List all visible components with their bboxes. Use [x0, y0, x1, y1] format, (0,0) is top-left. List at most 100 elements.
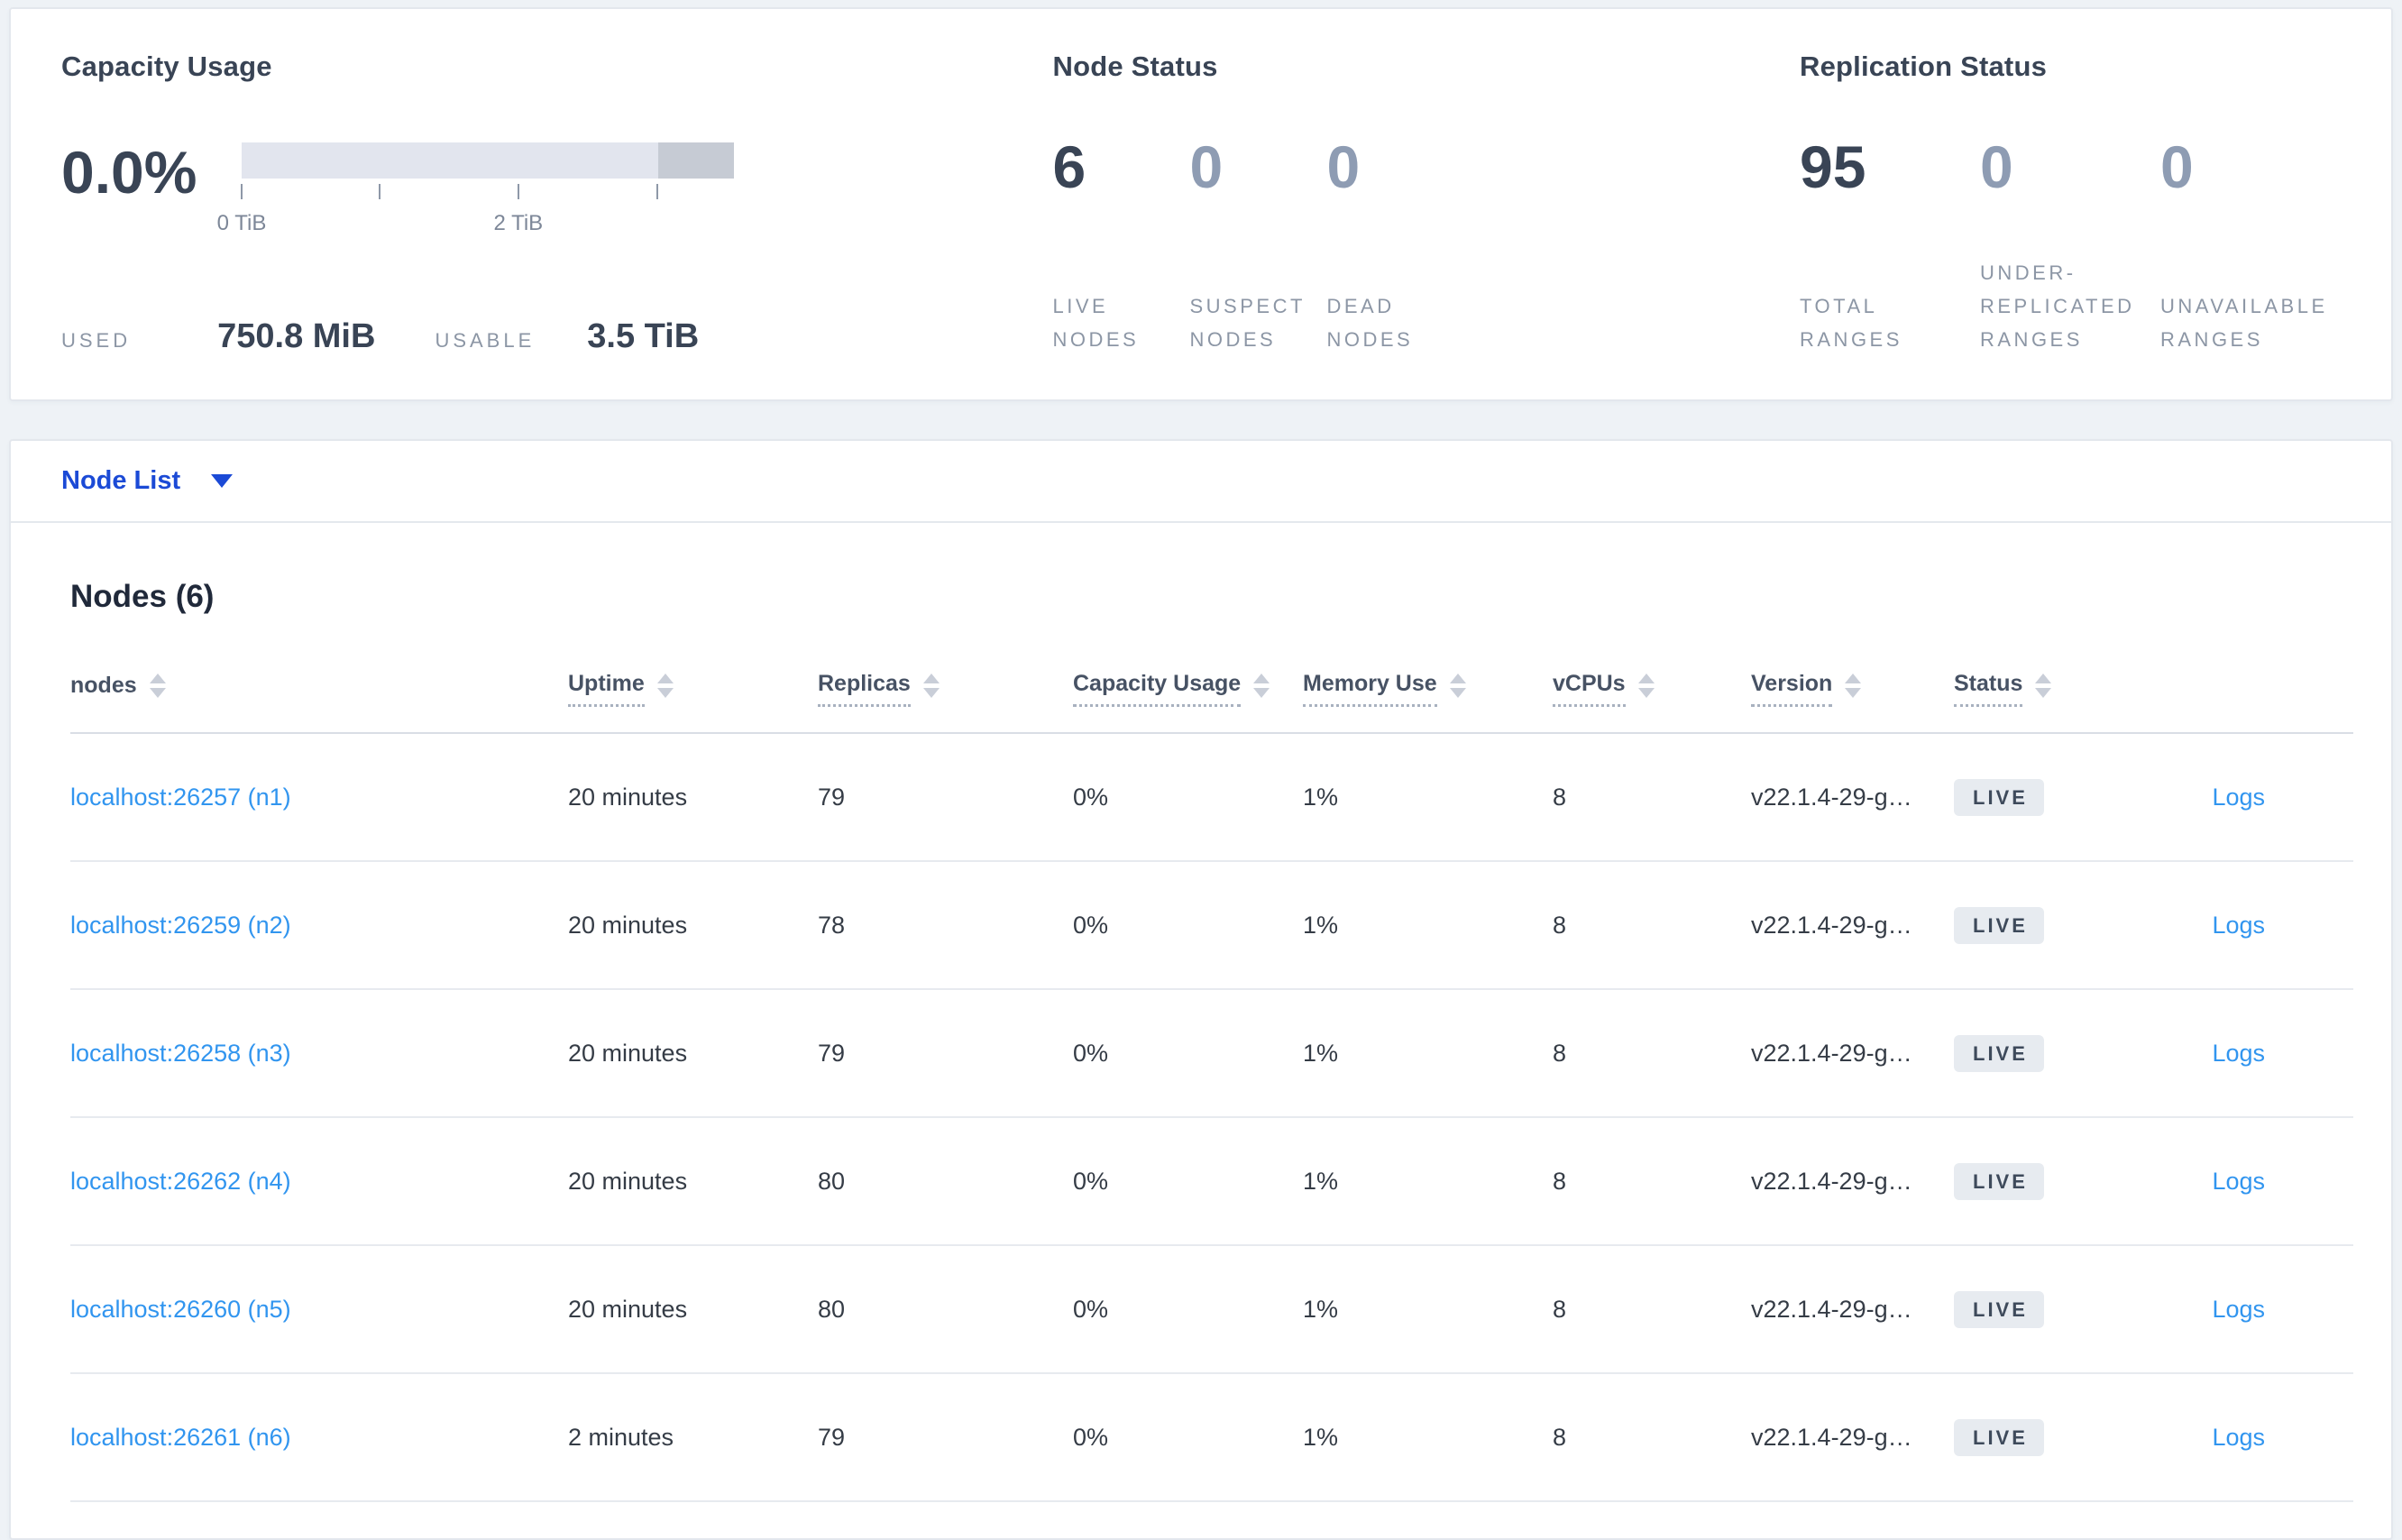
replicas-cell: 79	[818, 989, 1073, 1118]
node-cell: localhost:26257 (n1)	[70, 733, 568, 862]
column-header-status[interactable]: Status	[1954, 628, 2175, 734]
column-header-memory_use[interactable]: Memory Use	[1303, 628, 1553, 734]
replicas-value: 80	[818, 1167, 846, 1195]
replicas-value: 79	[818, 783, 846, 811]
capacity_usage-cell: 0%	[1073, 861, 1303, 990]
usable-label: USABLE	[435, 329, 536, 352]
node-link[interactable]: localhost:26259 (n2)	[70, 911, 291, 939]
capacity-used-percent: 0.0%	[61, 139, 197, 206]
column-label: Version	[1751, 671, 1833, 707]
uptime-cell: 20 minutes	[568, 989, 818, 1118]
nodes-table: nodes Uptime Replicas Capacity Usage Memory …	[70, 628, 2353, 1502]
capacity-bar-track	[242, 142, 734, 179]
total-ranges-value: 95	[1800, 133, 1866, 200]
capacity-axis-tick	[517, 184, 519, 199]
memory_use-value: 1%	[1303, 911, 1339, 939]
sort-icon[interactable]	[149, 673, 166, 698]
logs-link[interactable]: Logs	[2212, 1423, 2265, 1451]
version-cell: v22.1.4-29-g…	[1751, 989, 1954, 1118]
live-nodes-label: LIVE NODES	[1052, 295, 1140, 351]
node-link[interactable]: localhost:26257 (n1)	[70, 783, 291, 811]
sort-icon[interactable]	[922, 673, 940, 698]
capacity-bar-other-segment	[657, 142, 734, 179]
capacity-usage-title: Capacity Usage	[61, 50, 272, 82]
capacity-axis-tick	[379, 184, 381, 199]
table-header-row: nodes Uptime Replicas Capacity Usage Memory …	[70, 628, 2353, 734]
vcpus-value: 8	[1553, 1039, 1567, 1067]
status-badge: LIVE	[1954, 1418, 2044, 1456]
memory_use-cell: 1%	[1303, 989, 1553, 1118]
table-row: localhost:26259 (n2) 20 minutes 78 0% 1% 8 v22…	[70, 861, 2353, 990]
sort-icon[interactable]	[1637, 673, 1655, 698]
sort-icon[interactable]	[2035, 673, 2052, 698]
nodes-table-section: Nodes (6) nodes Uptime Replicas Capacity Us…	[11, 579, 2391, 1538]
total-ranges-stat: 95 TOTAL RANGES	[1800, 133, 1980, 356]
node-link[interactable]: localhost:26258 (n3)	[70, 1039, 291, 1067]
column-header-uptime[interactable]: Uptime	[568, 628, 818, 734]
column-header-replicas[interactable]: Replicas	[818, 628, 1073, 734]
under-replicated-ranges-value: 0	[1980, 133, 2013, 200]
live-nodes-stat: 6 LIVE NODES	[1052, 133, 1189, 356]
used-value: 750.8 MiB	[217, 317, 376, 355]
status-cell: LIVE	[1954, 1117, 2175, 1246]
node-link[interactable]: localhost:26262 (n4)	[70, 1167, 291, 1195]
sort-icon[interactable]	[1253, 673, 1270, 698]
vcpus-value: 8	[1553, 1167, 1567, 1195]
logs-link[interactable]: Logs	[2212, 783, 2265, 811]
capacity_usage-value: 0%	[1073, 783, 1109, 811]
node-link[interactable]: localhost:26260 (n5)	[70, 1295, 291, 1323]
vcpus-cell: 8	[1553, 1373, 1751, 1502]
node-cell: localhost:26258 (n3)	[70, 989, 568, 1118]
total-ranges-label: TOTAL RANGES	[1800, 295, 1902, 351]
sort-icon[interactable]	[1449, 673, 1466, 698]
vcpus-cell: 8	[1553, 989, 1751, 1118]
vcpus-value: 8	[1553, 783, 1567, 811]
suspect-nodes-value: 0	[1189, 133, 1224, 200]
capacity-axis-tick	[241, 184, 243, 199]
column-header-version[interactable]: Version	[1751, 628, 1954, 734]
status-badge: LIVE	[1954, 778, 2044, 816]
column-header-vcpus[interactable]: vCPUs	[1553, 628, 1751, 734]
uptime-cell: 20 minutes	[568, 861, 818, 990]
column-header-node[interactable]: nodes	[70, 628, 568, 734]
status-cell: LIVE	[1954, 861, 2175, 990]
logs-cell: Logs	[2175, 733, 2353, 862]
capacity_usage-value: 0%	[1073, 911, 1109, 939]
sort-icon[interactable]	[656, 673, 674, 698]
replicas-cell: 80	[818, 1245, 1073, 1374]
column-header-capacity_usage[interactable]: Capacity Usage	[1073, 628, 1303, 734]
replicas-cell: 80	[818, 1117, 1073, 1246]
capacity-axis-tick-label: 0 TiB	[216, 211, 267, 235]
uptime-value: 20 minutes	[568, 1167, 688, 1195]
column-label: Status	[1954, 671, 2023, 707]
version-cell: v22.1.4-29-g…	[1751, 861, 1954, 990]
column-header-logs	[2175, 628, 2353, 734]
node-cell: localhost:26262 (n4)	[70, 1117, 568, 1246]
unavailable-ranges-label: UNAVAILABLE RANGES	[2160, 295, 2328, 351]
logs-link[interactable]: Logs	[2212, 911, 2265, 939]
suspect-nodes-label: SUSPECT NODES	[1189, 295, 1306, 351]
node-link[interactable]: localhost:26261 (n6)	[70, 1423, 291, 1451]
version-cell: v22.1.4-29-g…	[1751, 1245, 1954, 1374]
uptime-cell: 20 minutes	[568, 733, 818, 862]
status-badge: LIVE	[1954, 1162, 2044, 1200]
memory_use-value: 1%	[1303, 1039, 1339, 1067]
node-list-dropdown[interactable]: Node List	[61, 466, 234, 496]
usable-value: 3.5 TiB	[587, 317, 700, 355]
vcpus-cell: 8	[1553, 861, 1751, 990]
replication-status-section: Replication Status 95 TOTAL RANGES 0 UND…	[1800, 50, 2341, 356]
replicas-cell: 78	[818, 861, 1073, 990]
node-list-dropdown-label: Node List	[61, 466, 181, 495]
memory_use-value: 1%	[1303, 1167, 1339, 1195]
capacity_usage-cell: 0%	[1073, 1373, 1303, 1502]
logs-link[interactable]: Logs	[2212, 1295, 2265, 1323]
logs-link[interactable]: Logs	[2212, 1039, 2265, 1067]
capacity-axis-tick-label: 2 TiB	[493, 211, 544, 235]
capacity_usage-value: 0%	[1073, 1423, 1109, 1451]
vcpus-value: 8	[1553, 1295, 1567, 1323]
status-cell: LIVE	[1954, 733, 2175, 862]
logs-link[interactable]: Logs	[2212, 1167, 2265, 1195]
sort-icon[interactable]	[1845, 673, 1862, 698]
logs-cell: Logs	[2175, 1373, 2353, 1502]
node-status-section: Node Status 6 LIVE NODES 0 SUSPECT NODES…	[1052, 50, 1800, 356]
